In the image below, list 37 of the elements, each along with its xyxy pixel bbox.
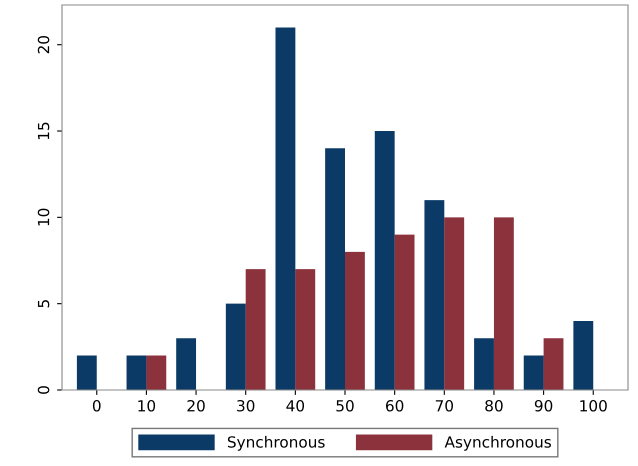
- x-tick-label: 90: [534, 400, 552, 412]
- bar: [374, 131, 395, 390]
- bar: [126, 355, 146, 390]
- bar: [444, 217, 464, 390]
- y-tick-label: 5: [38, 300, 50, 308]
- y-tick-label: 15: [38, 122, 50, 140]
- bar: [474, 338, 494, 390]
- x-tick-label: 20: [187, 400, 205, 412]
- bar: [544, 338, 564, 390]
- x-tick-label: 0: [92, 400, 101, 412]
- bar: [146, 355, 166, 390]
- x-tick-label: 70: [436, 400, 454, 412]
- bar: [76, 355, 97, 390]
- y-tick-label: 10: [38, 208, 50, 226]
- bar: [494, 217, 514, 390]
- bar: [275, 27, 296, 390]
- bar: [226, 304, 246, 390]
- bar: [424, 200, 444, 390]
- x-tick-label: 10: [138, 400, 156, 412]
- x-tick-label: 50: [336, 400, 354, 412]
- legend-label: Asynchronous: [444, 436, 551, 451]
- x-tick-label: 40: [286, 400, 304, 412]
- bar: [246, 269, 266, 390]
- legend-label: Synchronous: [228, 436, 325, 451]
- x-tick-label: 100: [580, 400, 607, 412]
- bar: [325, 148, 345, 390]
- y-tick-label: 0: [38, 386, 50, 394]
- x-tick-label: 80: [485, 400, 503, 412]
- y-tick-label: 20: [38, 36, 50, 54]
- x-tick-label: 30: [237, 400, 254, 412]
- bar: [524, 355, 544, 390]
- bar: [176, 338, 196, 390]
- bar: [573, 320, 594, 390]
- bar: [394, 234, 415, 390]
- bar: [345, 252, 365, 390]
- bar: [295, 269, 316, 390]
- x-tick-label: 60: [386, 400, 404, 412]
